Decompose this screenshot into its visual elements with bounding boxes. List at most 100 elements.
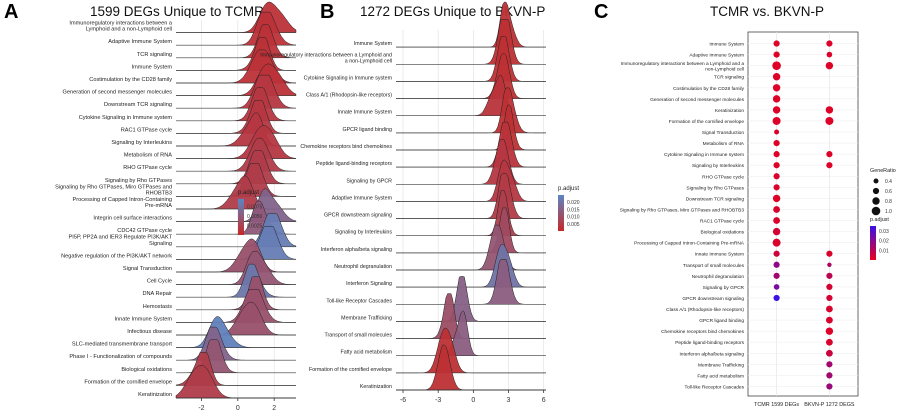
dot-tcmr-processing-of-capped-intron-containing-p <box>772 238 781 247</box>
dot-bkvn-signaling-by-gpcr <box>826 283 833 291</box>
color-legend-tick: 0.0050 <box>247 214 263 220</box>
x-tick-label: -3 <box>435 397 441 404</box>
size-legend-dot <box>871 206 881 216</box>
pathway-label: Innate Immune System <box>114 316 172 322</box>
color-legend-tick: 0.03 <box>879 229 889 235</box>
x-category-label: TCMR 1599 DEGs <box>754 402 799 408</box>
pathway-label: Cytokine Signaling in Immune system <box>79 115 173 121</box>
term-label: Chemokine receptors bind chemokines <box>661 329 745 335</box>
pathway-label: Immunoregulatory interactions between a <box>69 21 172 27</box>
term-label: Metabolism of RNA <box>703 141 745 147</box>
term-label: GPCR ligand binding <box>699 318 744 324</box>
term-label: Downstream TCR signaling <box>686 196 745 202</box>
term-label: Signaling by Rho GTPases, Miro GTPases a… <box>620 207 745 213</box>
dot-tcmr-rac1-gtpase-cycle <box>773 217 780 224</box>
dot-bkvn-gpcr-ligand-binding <box>826 316 833 324</box>
x-tick-label: 0 <box>471 397 475 404</box>
pathway-label: Interferon Signaling <box>346 281 392 287</box>
term-label: Peptide ligand-binding receptors <box>675 340 744 346</box>
dot-bkvn-immune-system <box>826 40 833 47</box>
pathway-label: Signaling by Interleukins <box>335 230 393 236</box>
x-tick-label: 2 <box>272 405 276 412</box>
size-legend-label: 0.8 <box>885 199 892 205</box>
pathway-label: DNA Repair <box>142 291 172 297</box>
dot-bkvn-fatty-acid-metabolism <box>826 372 833 379</box>
dot-tcmr-tcr-signaling <box>772 73 781 81</box>
color-legend-tick: 0.0025 <box>247 224 263 230</box>
color-legend-title: p.adjust <box>558 186 579 192</box>
pathway-label: RHOBTB3 <box>146 190 172 196</box>
dot-tcmr-signal-transduction <box>774 129 780 135</box>
pathway-label: PI5P, PP2A and IER3 Regulate PI3K/AKT <box>69 235 173 241</box>
pathway-label: Immunoregulatory interactions between a … <box>260 52 392 58</box>
pathway-label: Generation of second messenger molecules <box>63 90 173 96</box>
plot-background <box>396 28 546 392</box>
term-label: Class A/1 (Rhodopsin-like receptors) <box>666 307 744 313</box>
dot-bkvn-neutrophil-degranulation <box>826 272 833 279</box>
pathway-label: Metabolism of RNA <box>124 153 172 159</box>
dot-tcmr-formation-of-the-cornified-envelope <box>772 116 781 125</box>
dot-bkvn-cytokine-signaling-in-immune-system <box>826 151 833 158</box>
x-tick-label: 6 <box>542 397 546 404</box>
term-label: Signaling by Rho GTPases <box>686 185 744 191</box>
x-tick-label: 0 <box>236 405 240 412</box>
dot-bkvn-signaling-by-interleukins <box>826 162 833 169</box>
dot-bkvn-membrane-trafficking <box>826 361 833 368</box>
pathway-label: Formation of the cornified envelope <box>309 367 392 373</box>
pathway-label: SLC-mediated transmembrane transport <box>72 342 173 348</box>
pathway-label: Adaptive Immune System <box>108 39 172 45</box>
pathway-label: Phase I - Functionalization of compounds <box>69 354 172 360</box>
color-legend-tick: 0.005 <box>567 222 580 228</box>
term-label: Immune System <box>709 42 744 48</box>
dot-tcmr-downstream-tcr-signaling <box>772 194 781 203</box>
pathway-label: Neutrophil degranulation <box>334 264 392 270</box>
dot-bkvn-interferon-alpha-beta-signaling <box>826 349 833 357</box>
x-tick-label: -2 <box>198 405 204 412</box>
dot-chart-comparison: Immune System Adaptive Immune System Immun… <box>620 31 896 408</box>
pathway-label: Signaling by GPCR <box>346 178 392 184</box>
panel-b-letter: B <box>320 1 335 23</box>
dot-bkvn-innate-immune-system <box>826 250 833 257</box>
panel-b-title: 1272 DEGs Unique to BKVN-P <box>360 4 546 19</box>
term-label: Adaptive Immune System <box>689 53 744 59</box>
dot-tcmr-rho-gtpase-cycle <box>773 173 780 180</box>
dot-tcmr-cytokine-signaling-in-immune-system <box>773 151 780 158</box>
dot-tcmr-generation-of-second-messenger-molecules <box>772 95 781 103</box>
pathway-label: Transport of small molecules <box>324 333 392 339</box>
term-label: Processing of Capped Intron-Containing P… <box>634 241 745 247</box>
pathway-label: Keratinization <box>360 384 392 390</box>
dot-bkvn-immunoregulatory-interactions-between-a- <box>825 61 834 70</box>
dot-tcmr-metabolism-of-rna <box>773 139 780 147</box>
pathway-label: Adaptive Immune System <box>332 195 393 201</box>
panel-a-letter: A <box>4 1 19 23</box>
pathway-label: Pre-mRNA <box>145 203 172 209</box>
panel-c: C TCMR vs. BKVN-P Immune System Adaptive … <box>580 0 900 414</box>
color-legend-bar <box>238 199 244 235</box>
pathway-label: Signaling by Interleukins <box>111 140 172 146</box>
dot-tcmr-transport-of-small-molecules <box>773 261 780 268</box>
dot-tcmr-immunoregulatory-interactions-between-a- <box>772 61 781 70</box>
pathway-label: Signaling <box>149 241 172 247</box>
pathway-label: GPCR ligand binding <box>343 127 393 133</box>
dot-tcmr-neutrophil-degranulation <box>773 272 780 279</box>
dot-bkvn-chemokine-receptors-bind-chemokines <box>825 327 834 335</box>
panel-c-title: TCMR vs. BKVN-P <box>710 4 825 19</box>
pathway-label: Downstream TCR signaling <box>104 102 172 108</box>
pathway-label: a non-Lymphoid cell <box>345 58 392 64</box>
x-category-label: BKVN-P 1272 DEGS <box>804 402 855 408</box>
dot-tcmr-costimulation-by-the-cd28-family <box>772 84 781 92</box>
term-label: non-Lymphoid cell <box>705 66 744 72</box>
size-legend-label: 0.6 <box>885 189 892 195</box>
term-label: Signaling by Interleukins <box>692 163 745 169</box>
color-legend-bar <box>870 226 876 260</box>
pathway-label: Cell Cycle <box>147 279 172 285</box>
x-tick-label: -6 <box>400 397 406 404</box>
size-legend-label: 1.0 <box>885 209 892 215</box>
pathway-label: RHO GTPase cycle <box>123 165 172 171</box>
dot-bkvn-gpcr-downstream-signaling <box>826 294 833 302</box>
pathway-label: Formation of the cornified envelope <box>84 379 172 385</box>
pathway-label: Hemostasis <box>143 304 172 310</box>
pathway-label: Biological oxidations <box>121 367 172 373</box>
size-legend-label: 0.4 <box>885 179 892 185</box>
term-label: TCR signaling <box>714 75 744 81</box>
